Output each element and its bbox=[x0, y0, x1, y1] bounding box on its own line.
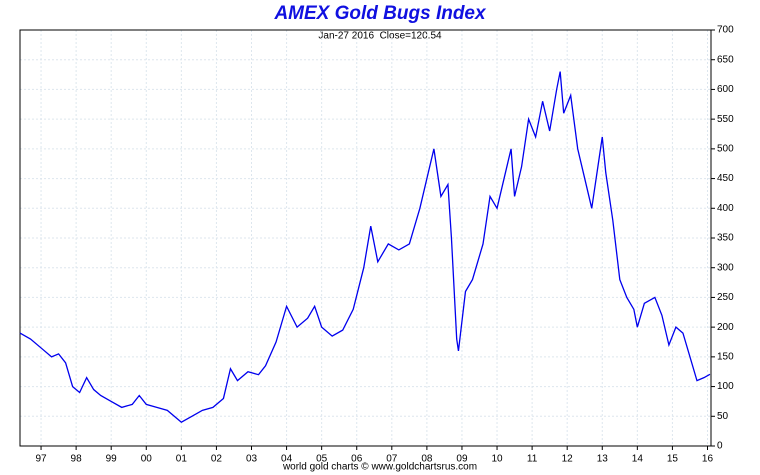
x-tick-label: 13 bbox=[597, 454, 609, 465]
y-tick-label: 150 bbox=[717, 351, 734, 362]
x-tick-label: 09 bbox=[456, 454, 468, 465]
y-tick-label: 600 bbox=[717, 84, 734, 95]
plot-frame bbox=[19, 29, 712, 447]
x-tick-label: 98 bbox=[71, 454, 83, 465]
x-tick-label: 16 bbox=[702, 454, 714, 465]
x-tick-label: 02 bbox=[211, 454, 223, 465]
y-tick-label: 700 bbox=[717, 25, 734, 36]
x-tick-label: 11 bbox=[527, 454, 538, 465]
y-tick-label: 250 bbox=[717, 292, 734, 303]
y-tick-label: 100 bbox=[717, 381, 734, 392]
y-tick-label: 50 bbox=[717, 411, 729, 422]
x-tick-label: 08 bbox=[421, 454, 433, 465]
x-tick-label: 00 bbox=[141, 454, 153, 465]
x-tick-label: 14 bbox=[632, 454, 644, 465]
x-tick-label: 99 bbox=[106, 454, 118, 465]
chart-subtitle: Jan-27 2016 Close=120.54 bbox=[318, 31, 442, 42]
x-tick-label: 15 bbox=[667, 454, 679, 465]
y-tick-label: 500 bbox=[717, 143, 734, 154]
x-tick-label: 01 bbox=[176, 454, 188, 465]
x-tick-label: 07 bbox=[386, 454, 398, 465]
x-tick-label: 10 bbox=[491, 454, 503, 465]
footer: world gold charts © www.goldchartsrus.co… bbox=[282, 462, 477, 473]
x-tick-label: 05 bbox=[316, 454, 328, 465]
x-tick-label: 06 bbox=[351, 454, 363, 465]
x-tick-label: 97 bbox=[35, 454, 47, 465]
y-tick-label: 0 bbox=[717, 441, 723, 452]
y-tick-label: 650 bbox=[717, 54, 734, 65]
x-tick-label: 03 bbox=[246, 454, 258, 465]
x-tick-label: 04 bbox=[281, 454, 293, 465]
y-tick-label: 300 bbox=[717, 262, 734, 273]
x-tick-label: 12 bbox=[562, 454, 574, 465]
y-tick-label: 200 bbox=[717, 322, 734, 333]
y-tick-label: 550 bbox=[717, 114, 734, 125]
y-tick-label: 400 bbox=[717, 203, 734, 214]
data-line bbox=[19, 71, 711, 424]
y-tick-label: 450 bbox=[717, 173, 734, 184]
chart-title: AMEX Gold Bugs Index bbox=[273, 3, 487, 24]
y-tick-label: 350 bbox=[717, 233, 734, 244]
